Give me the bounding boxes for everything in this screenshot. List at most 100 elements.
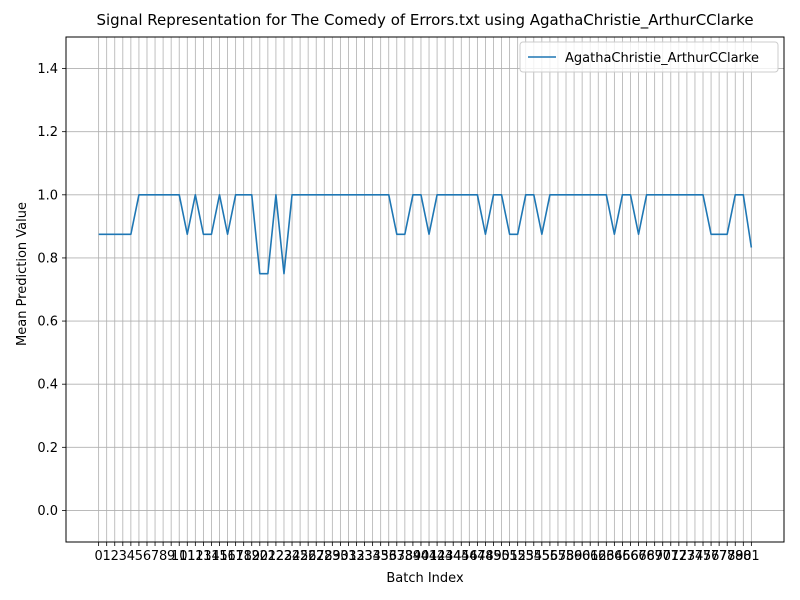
y-tick-label: 0.4 (37, 378, 58, 393)
x-tick-label: 75 (695, 549, 712, 564)
x-tick-label: 31 (340, 549, 357, 564)
x-tick-label: 62 (590, 549, 607, 564)
x-tick-label: 11 (179, 549, 196, 564)
x-tick-label: 67 (630, 549, 647, 564)
y-tick-label: 0.8 (37, 251, 58, 266)
x-tick-label: 23 (276, 549, 293, 564)
x-tick-label: 54 (526, 549, 543, 564)
x-tick-label: 30 (332, 549, 349, 564)
y-tick-label: 1.0 (37, 188, 58, 203)
x-tick-label: 3 (119, 549, 127, 564)
x-tick-label: 72 (671, 549, 688, 564)
x-tick-label: 14 (203, 549, 220, 564)
x-tick-label: 80 (735, 549, 752, 564)
x-tick-label: 63 (598, 549, 615, 564)
x-tick-label: 64 (606, 549, 623, 564)
x-tick-label: 69 (646, 549, 663, 564)
x-tick-label: 29 (324, 549, 341, 564)
x-tick-label: 18 (235, 549, 252, 564)
x-tick-label: 8 (159, 549, 167, 564)
y-tick-label: 1.4 (37, 62, 58, 77)
x-tick-label: 37 (389, 549, 406, 564)
x-tick-label: 51 (501, 549, 518, 564)
x-tick-label: 41 (421, 549, 438, 564)
x-tick-label: 55 (534, 549, 551, 564)
x-tick-label: 44 (445, 549, 462, 564)
y-axis-ticks: 0.0 0.2 0.4 0.6 0.8 1.0 1.2 1.4 (37, 62, 66, 519)
x-tick-label: 42 (429, 549, 446, 564)
x-tick-label: 26 (300, 549, 317, 564)
x-tick-label: 22 (268, 549, 285, 564)
x-axis-label: Batch Index (386, 571, 464, 586)
x-tick-label: 10 (171, 549, 188, 564)
x-tick-label: 9 (167, 549, 175, 564)
x-tick-label: 61 (582, 549, 599, 564)
x-tick-label: 28 (316, 549, 333, 564)
x-tick-label: 58 (558, 549, 575, 564)
x-tick-label: 73 (679, 549, 696, 564)
x-tick-label: 40 (413, 549, 430, 564)
x-tick-label: 49 (485, 549, 502, 564)
y-tick-label: 0.6 (37, 315, 58, 330)
legend: AgathaChristie_ArthurCClarke (519, 41, 779, 73)
x-tick-label: 0 (94, 549, 102, 564)
x-tick-label: 66 (622, 549, 639, 564)
series-line (98, 194, 753, 275)
x-tick-label: 12 (187, 549, 204, 564)
x-axis-ticks: 0 1 2 3 4 5 6 7 8 9101112131415161718192021222324… (94, 542, 760, 564)
x-tick-label: 39 (405, 549, 422, 564)
x-tick-label: 16 (219, 549, 236, 564)
series-layer (98, 194, 753, 275)
x-tick-label: 5 (135, 549, 143, 564)
x-tick-label: 68 (638, 549, 655, 564)
x-tick-label: 76 (703, 549, 720, 564)
x-tick-label: 33 (356, 549, 373, 564)
x-tick-label: 56 (542, 549, 559, 564)
chart-title: Signal Representation for The Comedy of … (96, 11, 753, 30)
x-gridlines (98, 37, 752, 542)
x-tick-label: 1 (103, 549, 111, 564)
x-tick-label: 35 (372, 549, 389, 564)
x-tick-label: 59 (566, 549, 583, 564)
x-tick-label: 34 (364, 549, 381, 564)
x-tick-label: 19 (243, 549, 260, 564)
x-tick-label: 27 (308, 549, 325, 564)
x-tick-label: 74 (687, 549, 704, 564)
y-axis-label: Mean Prediction Value (15, 202, 30, 346)
x-tick-label: 15 (211, 549, 228, 564)
x-tick-label: 7 (151, 549, 159, 564)
legend-label: AgathaChristie_ArthurCClarke (565, 51, 759, 66)
x-tick-label: 65 (614, 549, 631, 564)
x-tick-label: 47 (469, 549, 486, 564)
x-tick-label: 21 (260, 549, 277, 564)
x-tick-label: 60 (574, 549, 591, 564)
y-gridlines (66, 68, 784, 511)
x-tick-label: 50 (493, 549, 510, 564)
x-tick-label: 45 (453, 549, 470, 564)
x-tick-label: 48 (477, 549, 494, 564)
legend-box (519, 41, 779, 73)
x-tick-label: 71 (663, 549, 680, 564)
x-tick-label: 38 (397, 549, 414, 564)
plot-frame (65, 36, 785, 543)
x-tick-label: 78 (719, 549, 736, 564)
y-tick-label: 0.2 (37, 441, 58, 456)
x-tick-label: 57 (550, 549, 567, 564)
x-tick-label: 6 (143, 549, 151, 564)
x-tick-label: 13 (195, 549, 212, 564)
x-tick-label: 32 (348, 549, 365, 564)
y-tick-label: 1.2 (37, 125, 58, 140)
x-tick-label: 77 (711, 549, 728, 564)
x-tick-label: 25 (292, 549, 309, 564)
x-tick-label: 70 (654, 549, 671, 564)
x-tick-label: 17 (227, 549, 244, 564)
x-tick-label: 36 (380, 549, 397, 564)
x-tick-label: 2 (111, 549, 119, 564)
x-tick-label: 79 (727, 549, 744, 564)
x-tick-label: 43 (437, 549, 454, 564)
x-tick-label: 53 (517, 549, 534, 564)
x-tick-label: 24 (284, 549, 301, 564)
x-tick-label: 46 (461, 549, 478, 564)
